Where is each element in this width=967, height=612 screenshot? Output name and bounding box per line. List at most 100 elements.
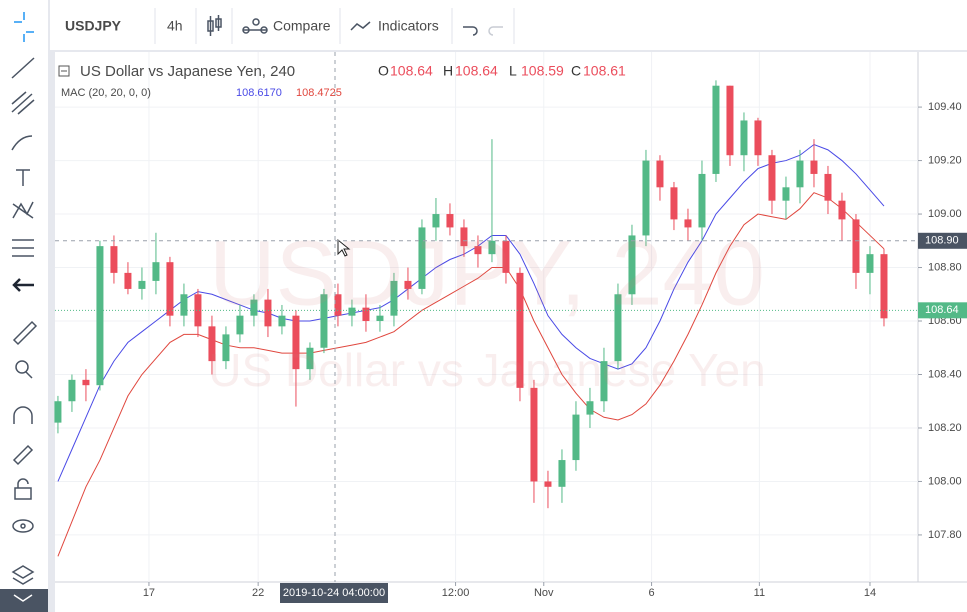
candle-body xyxy=(670,187,678,220)
candle-body xyxy=(446,214,454,228)
candle-body xyxy=(502,240,510,273)
candle-body xyxy=(558,460,566,487)
indicators-button[interactable]: Indicators xyxy=(378,18,439,34)
candle-body xyxy=(208,326,216,362)
y-tick-label: 108.00 xyxy=(928,475,962,487)
candle-body xyxy=(82,379,90,386)
indicator-value: 108.4725 xyxy=(296,87,342,99)
ma-line xyxy=(57,192,885,557)
x-tick-label: 22 xyxy=(252,587,264,599)
ohlc-key: C xyxy=(571,63,581,79)
chart-type-icon[interactable] xyxy=(207,15,222,36)
candle-body xyxy=(600,361,608,402)
candle-body xyxy=(110,246,118,273)
y-tick-label: 107.80 xyxy=(928,529,962,541)
ohlc-value: 108.61 xyxy=(583,63,626,79)
chart-panel xyxy=(55,52,967,612)
x-tick-label: 11 xyxy=(754,587,765,599)
y-tick-label: 109.00 xyxy=(928,208,962,220)
candle-body xyxy=(810,160,818,174)
redo-icon[interactable] xyxy=(488,26,503,36)
x-tick-label: Nov xyxy=(534,587,554,599)
candle-body xyxy=(684,219,692,228)
candle-body xyxy=(656,160,664,188)
ohlc-value: 108.64 xyxy=(390,63,433,79)
last-price-label: 108.64 xyxy=(925,304,959,316)
series-title: US Dollar vs Japanese Yen, 240 xyxy=(80,63,295,80)
candle-body xyxy=(404,280,412,289)
collapse-icon xyxy=(13,594,33,602)
candle-body xyxy=(628,235,636,295)
crosshair-price-label: 108.90 xyxy=(925,235,959,247)
undo-icon[interactable] xyxy=(463,26,478,36)
candle-body xyxy=(712,85,720,174)
plot xyxy=(54,52,918,582)
x-tick-label: 6 xyxy=(649,587,655,599)
ohlc-value: 108.64 xyxy=(455,63,498,79)
collapse-legend[interactable] xyxy=(58,65,70,77)
candle-body xyxy=(348,307,356,316)
candle-body xyxy=(754,120,762,156)
candle-body xyxy=(880,254,888,319)
y-tick-label: 108.20 xyxy=(928,422,962,434)
candle-body xyxy=(222,334,230,362)
ohlc-key: L xyxy=(509,63,517,79)
candle-body xyxy=(124,272,132,289)
candle-body xyxy=(68,379,76,402)
candle-body xyxy=(278,315,286,327)
candle-body xyxy=(460,227,468,247)
candle-body xyxy=(474,246,482,255)
y-tick-label: 109.40 xyxy=(928,101,962,113)
candle-body xyxy=(418,227,426,289)
y-tick-label: 108.40 xyxy=(928,368,962,380)
ma-line xyxy=(57,143,885,482)
candle-body xyxy=(166,262,174,316)
ohlc-key: O xyxy=(378,63,389,79)
candle-body xyxy=(152,262,160,281)
candle-body xyxy=(740,120,748,156)
candle-body xyxy=(432,214,440,228)
interval[interactable]: 4h xyxy=(167,18,183,34)
x-tick-label: 12:00 xyxy=(442,587,470,599)
symbol[interactable]: USDJPY xyxy=(65,18,122,34)
candle-body xyxy=(292,315,300,370)
candle-body xyxy=(194,294,202,327)
candle-body xyxy=(530,387,538,482)
watermark: USDJPY, 240 xyxy=(209,222,765,324)
candle-body xyxy=(516,272,524,388)
candle-body xyxy=(264,299,272,327)
candle-body xyxy=(782,187,790,201)
candle-body xyxy=(824,173,832,201)
ohlc-value: 108.59 xyxy=(521,63,564,79)
crosshair-time: 2019-10-24 04:00:00 xyxy=(283,587,385,599)
crosshair-price-box xyxy=(918,232,967,249)
compare-icon[interactable] xyxy=(242,18,268,34)
candle-body xyxy=(334,294,342,316)
candle-body xyxy=(250,299,258,316)
cursor xyxy=(337,238,351,257)
drawing-tools[interactable] xyxy=(11,12,38,601)
candle-body xyxy=(306,347,314,370)
watermark-subtitle: US Dollar vs Japanese Yen xyxy=(208,344,765,396)
candle-body xyxy=(138,280,146,289)
candle-body xyxy=(866,254,874,273)
compare-button[interactable]: Compare xyxy=(273,18,331,34)
indicators-icon[interactable] xyxy=(350,21,371,31)
crosshair-time-box xyxy=(280,583,388,603)
indicator-name: MAC (20, 20, 0, 0) xyxy=(61,87,151,99)
candle-body xyxy=(236,315,244,335)
y-tick-label: 108.80 xyxy=(928,261,962,273)
candle-body xyxy=(768,155,776,201)
candle-body xyxy=(726,85,734,156)
candle-body xyxy=(544,481,552,487)
candle-body xyxy=(180,294,188,316)
candle-body xyxy=(572,414,580,461)
candle-body xyxy=(390,280,398,316)
candle-body xyxy=(362,307,370,322)
candle-body xyxy=(96,246,104,386)
candle-body xyxy=(614,294,622,362)
last-price-box xyxy=(918,302,967,319)
top-toolbar xyxy=(50,0,967,50)
candle-body xyxy=(54,401,62,423)
